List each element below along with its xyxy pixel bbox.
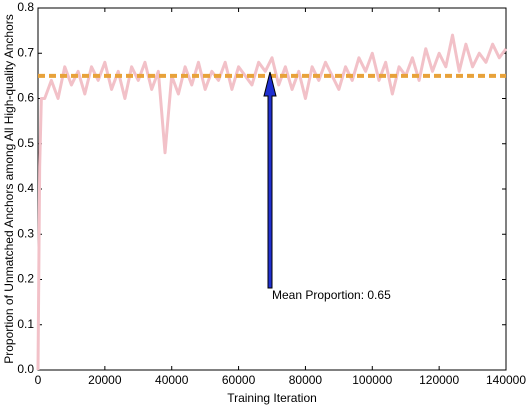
- x-tick-label: 60000: [222, 373, 256, 387]
- y-tick-label: 0.0: [17, 362, 34, 376]
- y-tick-label: 0.8: [17, 0, 34, 14]
- x-tick-label: 20000: [88, 373, 122, 387]
- arrow: [263, 71, 277, 289]
- y-tick-label: 0.7: [17, 45, 34, 59]
- x-tick-label: 80000: [289, 373, 323, 387]
- x-axis-title: Training Iteration: [227, 391, 317, 405]
- y-tick-label: 0.6: [17, 91, 34, 105]
- x-tick-label: 40000: [155, 373, 189, 387]
- y-tick-label: 0.1: [17, 317, 34, 331]
- data-line: [36, 33, 508, 371]
- x-tick-label: 100000: [352, 373, 392, 387]
- y-axis-title: Proportion of Unmatched Anchors among Al…: [2, 14, 16, 364]
- y-tick-label: 0.2: [17, 272, 34, 286]
- y-tick-label: 0.3: [17, 226, 34, 240]
- x-tick-label: 0: [35, 373, 42, 387]
- y-tick-label: 0.4: [17, 181, 34, 195]
- x-tick-label: 120000: [419, 373, 459, 387]
- x-tick-label: 140000: [486, 373, 526, 387]
- y-tick-label: 0.5: [17, 136, 34, 150]
- annotation: Mean Proportion: 0.65: [272, 288, 391, 302]
